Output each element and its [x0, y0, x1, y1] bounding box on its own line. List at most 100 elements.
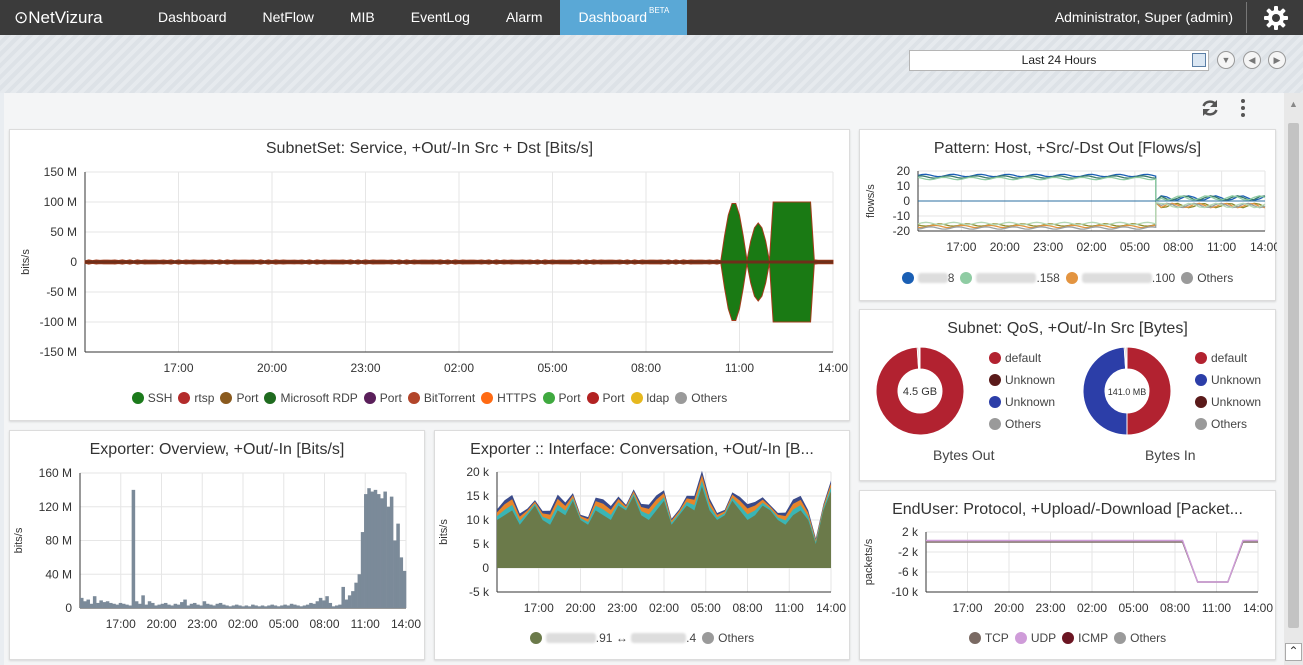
- legend-item[interactable]: Port: [542, 391, 581, 405]
- scroll-up-icon[interactable]: ▲: [1289, 99, 1298, 109]
- legend-item[interactable]: Port: [586, 391, 625, 405]
- bar: [89, 603, 94, 608]
- bar: [344, 599, 349, 608]
- time-range-select[interactable]: Last 24 Hours: [909, 50, 1209, 71]
- legend-swatch: [178, 392, 191, 404]
- calendar-icon[interactable]: [1192, 53, 1206, 67]
- legend-label: TCP: [984, 631, 1009, 645]
- legend-item[interactable]: Unknown: [1195, 369, 1261, 391]
- legend-item[interactable]: rtsp: [178, 391, 214, 405]
- nav-mib[interactable]: MIB: [349, 9, 375, 25]
- legend-item[interactable]: Unknown: [989, 391, 1055, 413]
- legend-label: Others: [1005, 417, 1042, 431]
- legend-item[interactable]: 8: [901, 271, 954, 285]
- legend-swatch: [968, 632, 981, 644]
- legend-item[interactable]: .100: [1065, 271, 1175, 285]
- x-tick-label: 17:00: [524, 601, 554, 615]
- x-tick-label: 14:00: [1250, 240, 1277, 254]
- chevron-down-icon: ▼: [1221, 55, 1231, 65]
- bar: [351, 591, 355, 608]
- legend-item[interactable]: UDP: [1014, 631, 1056, 645]
- scrollbar[interactable]: ▲ ⌃: [1284, 93, 1303, 665]
- bar: [105, 601, 110, 608]
- pie-center-label: 141.0 MB: [1108, 387, 1147, 397]
- legend-item[interactable]: Port: [220, 391, 258, 405]
- user-menu[interactable]: Administrator, Super (admin): [1054, 9, 1233, 25]
- more-options-icon[interactable]: [1235, 97, 1251, 119]
- legend-label: default: [1211, 351, 1248, 365]
- bar: [189, 603, 194, 608]
- bar: [263, 606, 268, 608]
- previous-period-button[interactable]: ◀: [1243, 51, 1261, 69]
- legend-item[interactable]: ldap: [630, 391, 669, 405]
- subnetset-legend: SSH rtsp Port Microsoft RDP Port BitTorrent HT…: [10, 391, 849, 405]
- legend-item[interactable]: Others: [702, 631, 754, 645]
- bar: [399, 557, 404, 608]
- legend-item[interactable]: .158: [960, 271, 1060, 285]
- scroll-thumb[interactable]: [1288, 123, 1299, 628]
- legend-swatch: [529, 632, 542, 644]
- legend-item[interactable]: Others: [1195, 413, 1261, 435]
- chevron-right-icon: ▶: [1273, 55, 1281, 65]
- bar: [286, 605, 291, 608]
- legend-swatch: [1062, 632, 1075, 644]
- x-tick-label: 02:00: [1077, 601, 1107, 615]
- legend-item[interactable]: .91 ↔ .4: [529, 631, 696, 645]
- x-tick-label: 23:00: [607, 601, 637, 615]
- x-tick-label: 20:00: [994, 601, 1024, 615]
- nav-alarm[interactable]: Alarm: [505, 9, 543, 25]
- legend-swatch: [1065, 272, 1078, 284]
- legend-item[interactable]: Port: [363, 391, 402, 405]
- legend-label: Port: [602, 391, 625, 405]
- legend-item[interactable]: Microsoft RDP: [264, 391, 358, 405]
- bar: [376, 494, 381, 608]
- legend-item[interactable]: Unknown: [989, 369, 1055, 391]
- x-tick-label: 08:00: [631, 361, 661, 375]
- settings-gear-icon[interactable]: [1263, 5, 1289, 31]
- legend-item[interactable]: Others: [1181, 271, 1233, 285]
- nav-dashboard-beta[interactable]: Dashboard BETA: [560, 0, 688, 43]
- nav-netflow[interactable]: NetFlow: [262, 9, 314, 25]
- bar: [334, 605, 339, 608]
- x-tick-label: 23:00: [1033, 240, 1063, 254]
- bar: [134, 601, 139, 608]
- redacted-host: [631, 633, 687, 643]
- bar: [360, 532, 365, 608]
- bar: [163, 602, 168, 608]
- legend-item[interactable]: default: [1195, 347, 1261, 369]
- nav-dashboard[interactable]: Dashboard: [158, 9, 227, 25]
- y-tick-label: -6 k: [898, 565, 919, 579]
- legend-item[interactable]: Unknown: [1195, 391, 1261, 413]
- legend-swatch: [1195, 418, 1207, 430]
- bar: [357, 574, 362, 608]
- legend-item[interactable]: Others: [1114, 631, 1166, 645]
- dropdown-button[interactable]: ▼: [1217, 51, 1235, 69]
- bar: [305, 604, 310, 608]
- x-tick-label: 05:00: [691, 601, 721, 615]
- y-tick-label: 2 k: [902, 525, 919, 539]
- bar: [364, 494, 368, 608]
- legend-item[interactable]: TCP: [968, 631, 1009, 645]
- app-logo[interactable]: ⊙NetVizura: [14, 8, 103, 28]
- legend-item[interactable]: SSH: [131, 391, 172, 405]
- legend-item[interactable]: default: [989, 347, 1055, 369]
- x-tick-label: 02:00: [444, 361, 474, 375]
- legend-item[interactable]: BitTorrent: [407, 391, 475, 405]
- nav-eventlog[interactable]: EventLog: [410, 9, 470, 25]
- next-period-button[interactable]: ▶: [1268, 51, 1286, 69]
- legend-swatch: [1195, 396, 1207, 408]
- widget-conversation: Exporter :: Interface: Conversation, +Ou…: [434, 430, 850, 660]
- legend-item[interactable]: Others: [989, 413, 1055, 435]
- bar: [296, 605, 300, 608]
- legend-item[interactable]: HTTPS: [481, 391, 537, 405]
- refresh-icon[interactable]: [1199, 97, 1221, 119]
- pie-slice: [1082, 346, 1128, 436]
- beta-badge: BETA: [648, 6, 670, 15]
- legend-item[interactable]: ICMP: [1062, 631, 1108, 645]
- bar: [318, 597, 323, 608]
- x-tick-label: 11:00: [725, 361, 754, 375]
- legend-swatch: [901, 272, 914, 284]
- x-tick-label: 23:00: [1035, 601, 1065, 615]
- scroll-to-top-button[interactable]: ⌃: [1285, 643, 1302, 661]
- legend-item[interactable]: Others: [675, 391, 727, 405]
